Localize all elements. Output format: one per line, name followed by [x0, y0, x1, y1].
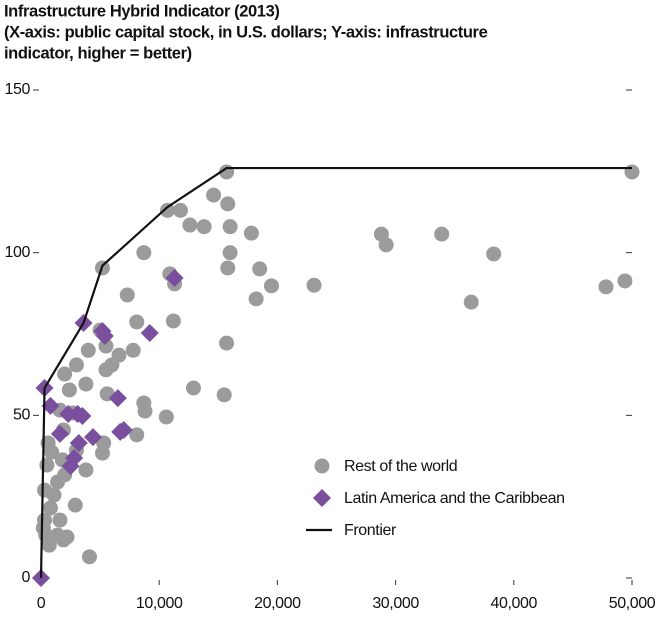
point — [136, 245, 152, 261]
point — [41, 537, 57, 553]
x-tick-label: 20,000 — [254, 595, 301, 612]
point — [222, 245, 238, 261]
point — [37, 482, 53, 498]
legend-label: Rest of the world — [344, 458, 457, 475]
point — [158, 409, 174, 425]
point — [125, 342, 141, 358]
point — [42, 500, 58, 516]
point — [50, 474, 66, 490]
frontier-line — [39, 166, 632, 579]
chart-title: (X-axis: public capital stock, in U.S. d… — [4, 23, 488, 41]
point — [94, 445, 110, 461]
x-tick-label: 10,000 — [136, 595, 183, 612]
point — [434, 226, 450, 242]
point — [129, 427, 145, 443]
point — [52, 512, 68, 528]
x-tick-label: 30,000 — [372, 595, 419, 612]
point — [373, 226, 389, 242]
y-tick-label: 100 — [5, 244, 31, 261]
point — [165, 313, 181, 329]
point — [108, 389, 127, 408]
point — [216, 387, 232, 403]
point — [39, 457, 55, 473]
point — [119, 287, 135, 303]
point — [219, 335, 235, 351]
point — [41, 396, 60, 415]
point — [129, 314, 145, 330]
point — [617, 273, 633, 289]
point — [44, 444, 60, 460]
chart-title: indicator, higher = better) — [4, 44, 192, 62]
chart-title: Infrastructure Hybrid Indicator (2013) — [4, 2, 279, 20]
point — [61, 382, 77, 398]
x-tick-label: 0 — [37, 595, 46, 612]
point — [206, 187, 222, 203]
point — [68, 357, 84, 373]
point — [78, 376, 94, 392]
point — [172, 202, 188, 218]
y-tick-label: 150 — [5, 81, 31, 98]
point — [306, 277, 322, 293]
point — [159, 202, 175, 218]
x-tick-label: 40,000 — [491, 595, 538, 612]
point — [67, 497, 83, 513]
point — [78, 462, 94, 478]
point — [140, 324, 159, 343]
legend-label: Frontier — [344, 522, 397, 539]
point — [98, 362, 114, 378]
point — [81, 549, 97, 565]
point — [69, 433, 88, 452]
legend-marker — [313, 489, 331, 507]
point — [624, 164, 640, 180]
point — [84, 428, 103, 447]
point — [220, 260, 236, 276]
point — [61, 457, 80, 476]
x-tick-label: 50,000 — [609, 595, 656, 612]
point — [486, 246, 502, 262]
y-tick-label: 0 — [22, 569, 31, 586]
point — [222, 219, 238, 235]
legend-marker — [314, 458, 330, 474]
point — [80, 342, 96, 358]
point — [252, 261, 268, 277]
point — [114, 420, 133, 439]
point — [248, 291, 264, 307]
point — [165, 269, 184, 288]
point — [137, 403, 153, 419]
point — [196, 219, 212, 235]
point — [59, 405, 78, 424]
point — [50, 424, 69, 443]
point — [182, 217, 198, 233]
point — [243, 225, 259, 241]
point — [598, 279, 614, 295]
point — [57, 366, 73, 382]
point — [73, 406, 92, 425]
y-tick-label: 50 — [13, 407, 30, 424]
point — [95, 326, 114, 345]
point — [220, 196, 236, 212]
legend-label: Latin America and the Caribbean — [344, 490, 565, 507]
point — [59, 529, 75, 545]
point — [185, 380, 201, 396]
point — [463, 294, 479, 310]
point — [263, 278, 279, 294]
